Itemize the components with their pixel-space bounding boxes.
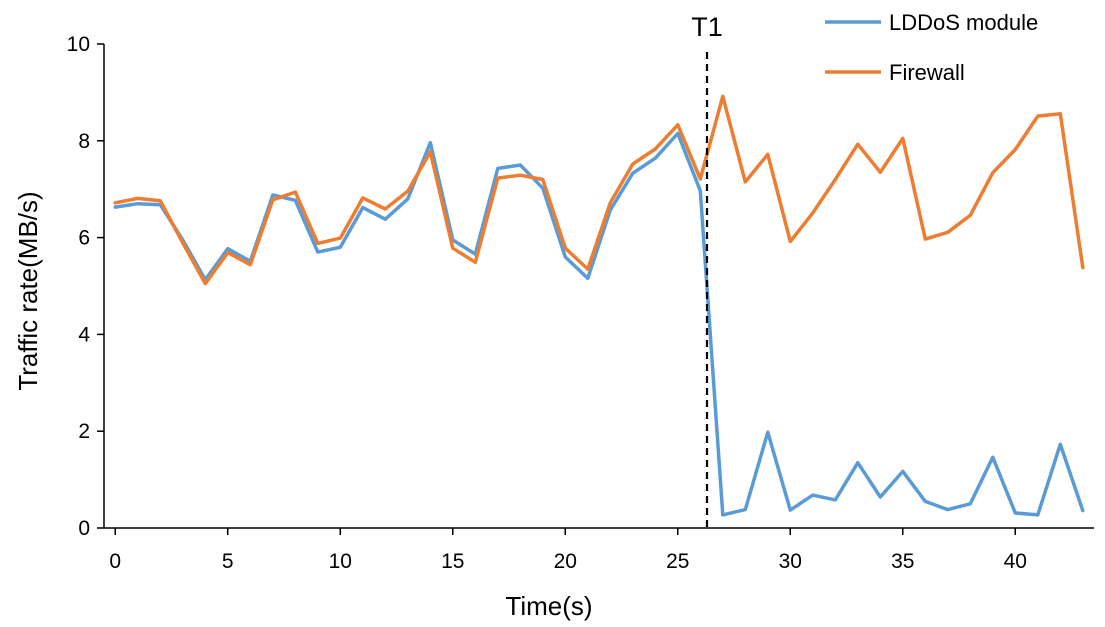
x-tick-label: 5	[222, 550, 234, 573]
x-tick-label: 0	[109, 550, 121, 573]
x-tick-label: 35	[891, 550, 914, 573]
annotation-layer: T1	[691, 12, 723, 528]
y-tick-label: 10	[67, 33, 90, 56]
series-line-firewall	[113, 94, 1085, 286]
legend-label: LDDoS module	[889, 10, 1038, 35]
y-axis-title: Traffic rate(MB/s)	[13, 191, 43, 390]
series-line-lddos-module	[113, 131, 1085, 517]
y-tick-label: 8	[78, 130, 90, 153]
y-tick-label: 6	[78, 227, 90, 250]
series-layer	[113, 94, 1085, 517]
x-tick-label: 20	[554, 550, 577, 573]
y-tick-label: 0	[78, 517, 90, 540]
x-axis-title: Time(s)	[505, 591, 592, 621]
legend: LDDoS module Firewall	[825, 10, 1038, 85]
annotation-label: T1	[691, 12, 723, 42]
x-tick-label: 25	[666, 550, 689, 573]
y-tick-label: 2	[78, 420, 90, 443]
y-tick-label: 4	[78, 323, 90, 346]
axes-layer: 0 2 4 6 8 10 0 5 10 15 20 25 30 35 40	[67, 33, 1094, 573]
x-tick-label: 15	[441, 550, 464, 573]
x-tick-label: 30	[779, 550, 802, 573]
legend-label: Firewall	[889, 60, 965, 85]
x-tick-label: 10	[329, 550, 352, 573]
x-tick-label: 40	[1004, 550, 1027, 573]
